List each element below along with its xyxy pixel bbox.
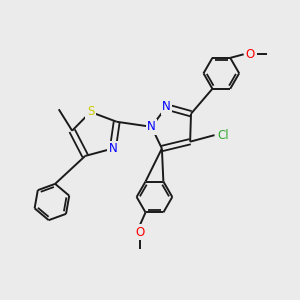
Text: N: N [162,100,171,113]
Text: N: N [109,142,117,155]
Text: O: O [245,48,255,61]
Text: O: O [135,226,144,239]
Text: N: N [147,120,156,133]
Text: S: S [87,106,94,118]
Text: Cl: Cl [217,129,229,142]
